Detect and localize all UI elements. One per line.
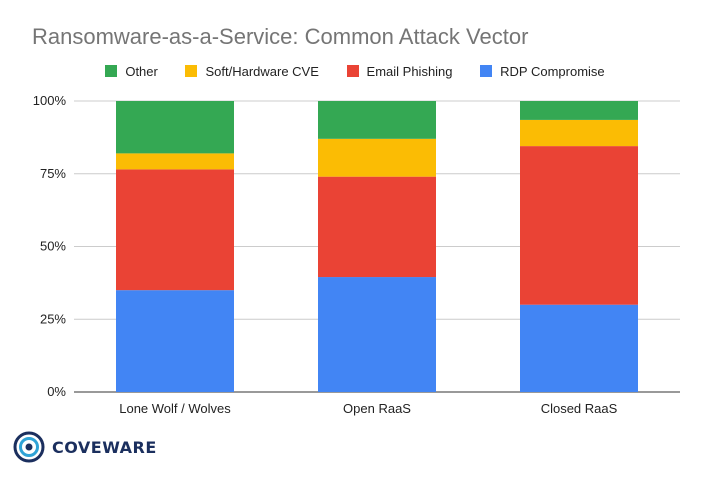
bar-segment-soft-hardware-cve [520,119,638,147]
legend-label-cve: Soft/Hardware CVE [205,64,319,79]
chart-legend: Other Soft/Hardware CVE Email Phishing R… [0,64,710,79]
x-tick-label: Closed RaaS [541,401,618,416]
legend-label-other: Other [125,64,158,79]
bar-segment-rdp-compromise [520,304,638,392]
y-tick-label: 75% [40,166,66,181]
bar-segment-other [116,101,234,154]
x-tick-label: Lone Wolf / Wolves [119,401,231,416]
legend-swatch-cve [185,65,198,77]
bar-segment-other [318,101,436,139]
legend-swatch-email [346,65,359,77]
y-tick-label: 100% [33,93,67,108]
bar-segment-email-phishing [116,169,234,291]
legend-swatch-rdp [480,65,493,77]
legend-item-cve: Soft/Hardware CVE [185,64,319,79]
bar-segment-soft-hardware-cve [116,153,234,170]
legend-swatch-other [105,65,118,77]
legend-label-rdp: RDP Compromise [500,64,605,79]
chart-title: Ransomware-as-a-Service: Common Attack V… [32,24,529,49]
bar-segment-rdp-compromise [116,290,234,392]
y-tick-label: 25% [40,311,66,326]
y-tick-label: 50% [40,239,66,254]
bar-segment-email-phishing [520,146,638,305]
x-tick-label: Open RaaS [343,401,411,416]
legend-label-email: Email Phishing [366,64,453,79]
legend-item-rdp: RDP Compromise [480,64,605,79]
bar-segment-soft-hardware-cve [318,138,436,177]
y-tick-label: 0% [47,384,66,399]
bar-segment-other [520,101,638,120]
legend-item-email: Email Phishing [346,64,453,79]
legend-item-other: Other [105,64,158,79]
bar-segment-rdp-compromise [318,277,436,392]
brand-name: COVEWARE [52,437,157,457]
bar-segment-email-phishing [318,176,436,278]
coveware-logo-icon [13,431,45,463]
brand-logo: COVEWARE [12,430,157,464]
